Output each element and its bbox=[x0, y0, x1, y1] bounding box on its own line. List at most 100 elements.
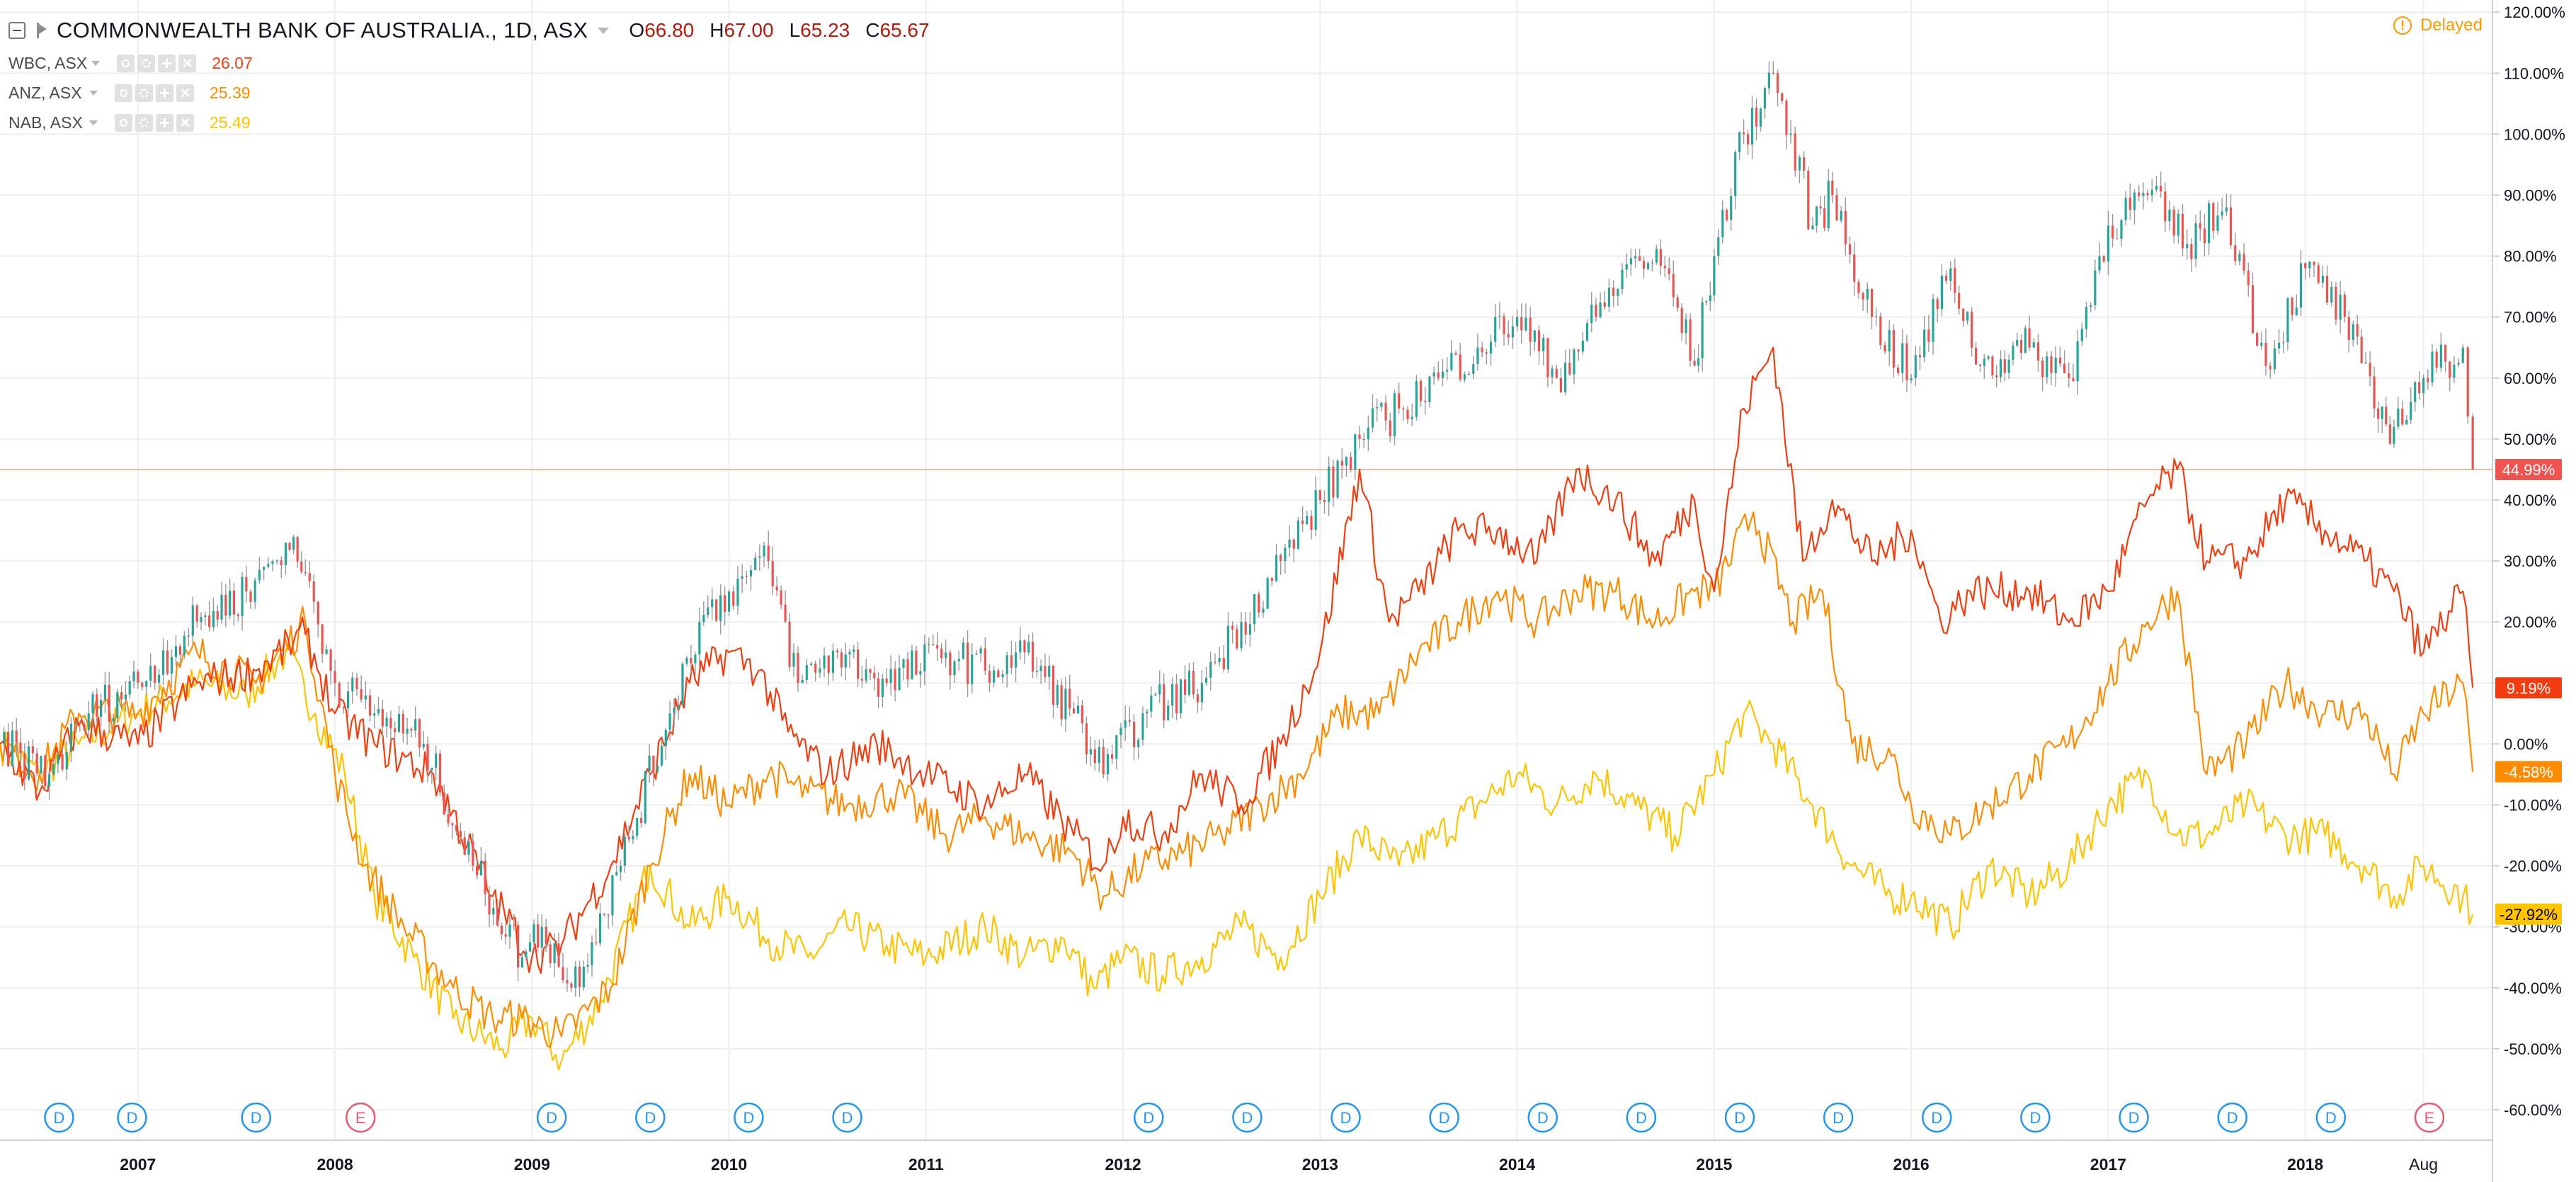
dividend-marker[interactable]: D bbox=[1429, 1102, 1459, 1133]
delayed-label: Delayed bbox=[2420, 16, 2483, 35]
dividend-marker[interactable]: D bbox=[2217, 1102, 2247, 1133]
candle-body bbox=[1999, 359, 2002, 377]
dividend-marker[interactable]: D bbox=[2315, 1102, 2347, 1133]
candle-body bbox=[1275, 555, 1278, 581]
dividend-marker[interactable]: D bbox=[241, 1102, 271, 1133]
candle-body bbox=[537, 924, 540, 948]
candle-body bbox=[488, 894, 491, 915]
candle-body bbox=[745, 576, 748, 577]
candle-body bbox=[2186, 244, 2189, 249]
close-icon[interactable]: × bbox=[176, 113, 194, 132]
candle-body bbox=[1240, 622, 1243, 649]
dividend-marker[interactable]: D bbox=[1232, 1102, 1263, 1133]
dividend-marker[interactable]: D bbox=[2119, 1102, 2149, 1133]
close-icon[interactable]: × bbox=[176, 84, 194, 102]
plus-icon[interactable] bbox=[156, 113, 173, 132]
dividend-marker[interactable]: D bbox=[2020, 1102, 2051, 1133]
plus-icon[interactable] bbox=[158, 54, 176, 72]
eye-icon[interactable] bbox=[115, 113, 132, 132]
candle-body bbox=[87, 713, 90, 731]
eye-icon[interactable] bbox=[117, 54, 135, 72]
candle-body bbox=[455, 824, 458, 831]
gear-icon[interactable] bbox=[137, 54, 156, 72]
dividend-marker[interactable]: D bbox=[1823, 1102, 1854, 1133]
candle-body bbox=[2102, 256, 2105, 262]
candle-body bbox=[355, 677, 358, 690]
legend-symbol[interactable]: NAB, ASX bbox=[8, 113, 83, 132]
chevron-down-icon[interactable] bbox=[89, 120, 98, 125]
candle-body bbox=[681, 664, 684, 705]
candle-body bbox=[1533, 330, 1536, 342]
candle-body bbox=[1559, 377, 1563, 392]
dividend-marker[interactable]: D bbox=[734, 1102, 764, 1133]
candle-body bbox=[389, 717, 392, 729]
dividend-marker[interactable]: D bbox=[117, 1102, 147, 1133]
candle-body bbox=[2046, 356, 2048, 377]
chevron-down-icon[interactable] bbox=[91, 60, 101, 66]
candle-body bbox=[1905, 343, 1908, 381]
dividend-marker[interactable]: D bbox=[44, 1102, 74, 1133]
collapse-icon[interactable] bbox=[8, 22, 25, 39]
candle-body bbox=[1005, 655, 1008, 675]
candle-body bbox=[116, 692, 119, 718]
plus-icon[interactable] bbox=[156, 84, 173, 102]
time-axis-label: 2015 bbox=[1696, 1155, 1732, 1174]
candle-body bbox=[2155, 186, 2158, 190]
symbol-title[interactable]: COMMONWEALTH BANK OF AUSTRALIA., 1D, ASX bbox=[57, 18, 588, 42]
price-axis-label: 110.00% bbox=[2504, 64, 2564, 82]
candle-body bbox=[1962, 308, 1965, 322]
price-axis-label: 90.00% bbox=[2504, 187, 2557, 205]
gear-icon[interactable] bbox=[135, 84, 153, 102]
candle-body bbox=[1076, 705, 1080, 714]
dividend-marker[interactable]: D bbox=[536, 1102, 567, 1133]
time-axis-label: 2012 bbox=[1105, 1155, 1141, 1174]
close-icon[interactable]: × bbox=[178, 54, 197, 72]
candle-body bbox=[1432, 372, 1435, 377]
info-icon: ! bbox=[2393, 16, 2412, 35]
candle-body bbox=[1918, 355, 1922, 358]
dividend-marker[interactable]: D bbox=[635, 1102, 666, 1133]
candle-body bbox=[2072, 377, 2075, 382]
dividend-marker[interactable]: D bbox=[1724, 1102, 1755, 1133]
delayed-indicator[interactable]: ! Delayed bbox=[2393, 16, 2483, 35]
candle-body bbox=[727, 591, 731, 612]
candle-body bbox=[1546, 338, 1549, 377]
candle-body bbox=[2242, 254, 2245, 271]
dividend-marker[interactable]: D bbox=[1626, 1102, 1657, 1133]
dividend-marker[interactable]: D bbox=[1134, 1102, 1164, 1133]
candle-body bbox=[869, 669, 872, 674]
dividend-marker[interactable]: D bbox=[1527, 1102, 1558, 1133]
candle-body bbox=[1848, 244, 1852, 255]
candle-body bbox=[1494, 317, 1497, 342]
candle-body bbox=[619, 865, 622, 873]
earnings-marker[interactable]: E bbox=[345, 1102, 376, 1133]
candle-body bbox=[1428, 376, 1431, 403]
candle-body bbox=[1835, 195, 1838, 221]
gear-icon[interactable] bbox=[135, 113, 153, 132]
legend-symbol[interactable]: ANZ, ASX bbox=[8, 83, 82, 102]
candle-body bbox=[1612, 288, 1615, 296]
candle-body bbox=[103, 685, 107, 700]
legend-symbol[interactable]: WBC, ASX bbox=[8, 53, 88, 72]
candle-body bbox=[284, 542, 287, 566]
time-axis-label: 2016 bbox=[1893, 1155, 1930, 1174]
marker-label: D bbox=[546, 1109, 557, 1127]
candle-body bbox=[1789, 133, 1792, 135]
chevron-down-icon[interactable] bbox=[89, 90, 98, 96]
candle-body bbox=[2111, 225, 2114, 239]
candle-body bbox=[1755, 108, 1758, 127]
candle-body bbox=[632, 836, 634, 840]
dividend-marker[interactable]: D bbox=[832, 1102, 862, 1133]
candle-body bbox=[2273, 348, 2276, 370]
candle-body bbox=[220, 594, 223, 620]
chevron-down-icon[interactable] bbox=[598, 27, 610, 34]
candle-body bbox=[1511, 326, 1515, 338]
earnings-marker[interactable]: E bbox=[2414, 1102, 2445, 1133]
eye-icon[interactable] bbox=[115, 84, 132, 102]
dividend-marker[interactable]: D bbox=[1922, 1102, 1952, 1133]
dividend-marker[interactable]: D bbox=[1330, 1102, 1361, 1133]
flag-icon[interactable] bbox=[37, 23, 47, 38]
price-axis-label: -60.00% bbox=[2504, 1101, 2562, 1119]
candle-body bbox=[2116, 238, 2119, 239]
